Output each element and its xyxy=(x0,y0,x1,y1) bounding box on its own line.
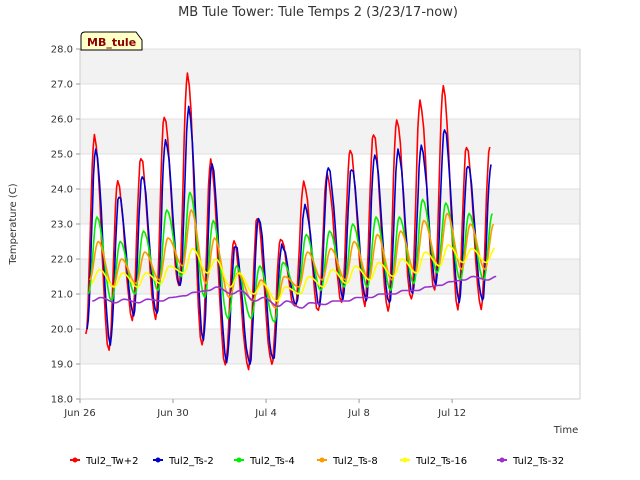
legend-label: Tul2_Ts-4 xyxy=(249,456,295,467)
series-line-tul2-ts-4 xyxy=(87,191,494,323)
x-tick-label: Jul 8 xyxy=(347,408,370,419)
y-tick-label: 21.0 xyxy=(51,290,73,301)
series-line-tul2-ts-16 xyxy=(90,244,496,302)
plot-band xyxy=(80,294,580,329)
chart-title: MB Tule Tower: Tule Temps 2 (3/23/17-now… xyxy=(178,5,458,20)
x-tick-label: Jun 30 xyxy=(156,408,189,419)
legend-marker xyxy=(155,457,161,463)
legend: Tul2_Tw+2 Tul2_Ts-2 Tul2_Ts-4 Tul2_Ts-8 Tul2… xyxy=(70,456,564,467)
plot-band xyxy=(80,224,580,259)
y-tick-label: 27.0 xyxy=(51,80,73,91)
y-tick-label: 20.0 xyxy=(51,325,73,336)
x-tick-label: Jun 26 xyxy=(63,408,96,419)
y-tick-label: 24.0 xyxy=(51,185,73,196)
plot-band xyxy=(80,119,580,154)
legend-label: Tul2_Ts-32 xyxy=(512,456,564,467)
axes: 18.0 19.0 20.0 21.0 22.0 23.0 24.0 25.0 26.0 27.0… xyxy=(51,45,581,419)
legend-label: Tul2_Tw+2 xyxy=(85,456,138,467)
y-tick-label: 25.0 xyxy=(51,150,73,161)
badge: MB_tule xyxy=(80,31,143,51)
x-tick-label: Jul 12 xyxy=(437,408,466,419)
series-line-tul2-ts-32 xyxy=(92,275,497,309)
badge-shape xyxy=(80,31,143,51)
y-tick-label: 23.0 xyxy=(51,220,73,231)
plot-band xyxy=(80,49,580,84)
badge-label: MB_tule xyxy=(87,36,136,49)
legend-marker xyxy=(72,457,78,463)
x-axis-label: Time xyxy=(553,425,578,436)
legend-marker xyxy=(499,457,505,463)
plot-band xyxy=(80,364,580,399)
series-line-tul2-ts-8 xyxy=(89,209,495,309)
legend-marker xyxy=(402,457,408,463)
legend-label: Tul2_Ts-8 xyxy=(332,456,378,467)
series-lines xyxy=(85,72,497,371)
legend-label: Tul2_Ts-2 xyxy=(168,456,214,467)
y-tick-label: 28.0 xyxy=(51,45,73,56)
y-axis-label: Temperature (C) xyxy=(8,183,19,265)
y-tick-label: 18.0 xyxy=(51,395,73,406)
x-tick-label: Jul 4 xyxy=(254,408,277,419)
legend-label: Tul2_Ts-16 xyxy=(415,456,467,467)
legend-marker xyxy=(236,457,242,463)
plot-band xyxy=(80,259,580,294)
y-tick-label: 26.0 xyxy=(51,115,73,126)
y-tick-label: 19.0 xyxy=(51,360,73,371)
y-tick-label: 22.0 xyxy=(51,255,73,266)
plot-band xyxy=(80,84,580,119)
legend-marker xyxy=(319,457,325,463)
plot-band xyxy=(80,329,580,364)
